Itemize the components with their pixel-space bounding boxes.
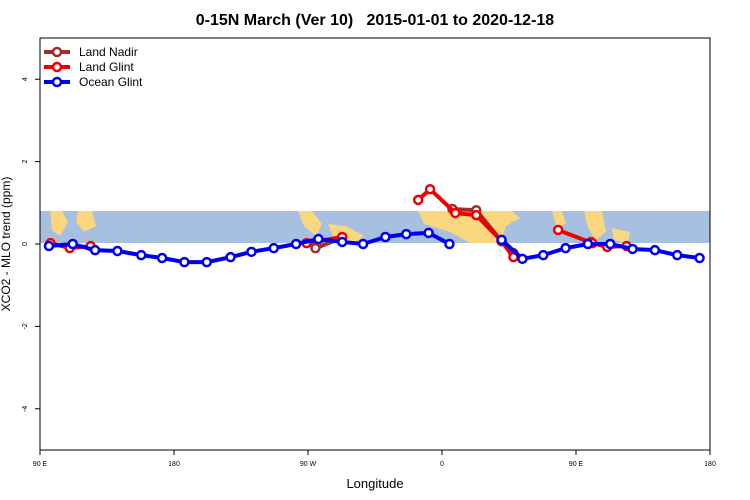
point — [179, 256, 190, 268]
point — [552, 224, 564, 236]
x-tick-label: 90 E — [569, 461, 584, 468]
x-axis-label: Longitude — [346, 476, 403, 491]
point — [156, 252, 168, 264]
point — [450, 207, 461, 219]
point — [444, 238, 455, 250]
point — [357, 238, 369, 250]
x-tick-label: 90 W — [300, 461, 317, 468]
point — [313, 233, 324, 245]
point — [560, 242, 571, 254]
legend-label: Land Nadir — [79, 45, 138, 59]
point — [225, 251, 236, 263]
point — [43, 240, 55, 252]
point — [517, 253, 528, 265]
point — [649, 244, 661, 256]
y-tick-label: -2 — [22, 323, 29, 329]
point — [89, 244, 101, 256]
point — [694, 252, 705, 264]
legend-label: Ocean Glint — [79, 75, 143, 89]
point — [424, 183, 436, 195]
series-line — [500, 238, 700, 261]
point — [401, 228, 412, 240]
y-tick-label: 0 — [22, 242, 29, 246]
point — [268, 242, 280, 254]
point — [423, 227, 434, 239]
point — [135, 249, 147, 261]
point — [582, 238, 594, 250]
point — [470, 209, 482, 221]
point — [336, 236, 348, 248]
x-tick-label: 90 E — [33, 461, 48, 468]
chart-title: 0-15N March (Ver 10) 2015-01-01 to 2020-… — [196, 12, 555, 29]
point — [496, 234, 507, 246]
y-tick-label: 2 — [22, 160, 29, 164]
point — [310, 242, 321, 254]
point — [671, 249, 683, 261]
y-axis-label: XCO2 - MLO trend (ppm) — [0, 177, 13, 312]
y-tick-label: 4 — [22, 77, 29, 81]
x-tick-label: 180 — [168, 461, 180, 468]
legend-label: Land Glint — [79, 60, 134, 74]
point — [380, 231, 391, 243]
point — [627, 243, 638, 255]
x-tick-label: 180 — [704, 461, 716, 468]
point — [604, 238, 616, 250]
y-tick-label: -4 — [22, 406, 29, 412]
legend-marker — [51, 46, 63, 58]
point — [537, 249, 549, 261]
point — [112, 245, 123, 257]
point — [412, 194, 424, 206]
legend-marker — [51, 61, 63, 73]
x-tick-label: 0 — [440, 461, 444, 468]
series — [43, 227, 705, 268]
point — [290, 238, 302, 250]
point — [201, 256, 213, 268]
point — [67, 238, 79, 250]
legend-marker — [51, 76, 63, 88]
point — [246, 246, 257, 258]
